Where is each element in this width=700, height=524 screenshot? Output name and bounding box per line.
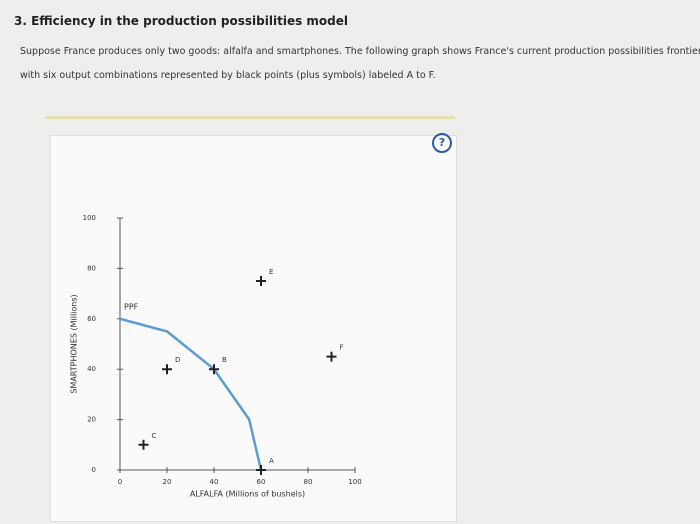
x-tick-label: 20: [163, 478, 172, 486]
divider: [45, 116, 455, 119]
help-button[interactable]: ?: [432, 133, 452, 153]
point-label: B: [222, 356, 227, 364]
point-label: D: [175, 356, 180, 364]
x-tick-label: 80: [304, 478, 313, 486]
point: [256, 276, 266, 286]
y-tick-label: 100: [83, 214, 96, 222]
point-label: A: [269, 457, 274, 465]
y-tick-label: 60: [87, 315, 96, 323]
heading: 3. Efficiency in the production possibil…: [14, 14, 348, 28]
y-axis-label: SMARTPHONES (Millions): [70, 294, 79, 393]
intro-line: with six output combinations represented…: [20, 70, 436, 81]
point-label: F: [340, 344, 344, 352]
ppf-curve: [119, 317, 263, 471]
series-label: PPF: [124, 302, 139, 311]
x-tick-label: 60: [257, 478, 266, 486]
y-tick-label: 20: [87, 416, 96, 424]
point: [209, 364, 219, 375]
point: [326, 351, 337, 362]
x-axis-label: ALFALFA (Millions of bushels): [190, 490, 305, 499]
x-tick-label: 0: [118, 478, 122, 486]
y-tick-label: 0: [92, 466, 96, 474]
intro-line: Suppose France produces only two goods: …: [20, 46, 700, 57]
y-tick-label: 40: [87, 365, 96, 373]
point-label: E: [269, 268, 273, 276]
point-label: C: [152, 432, 157, 440]
y-tick-label: 80: [87, 264, 96, 272]
x-tick-label: 40: [210, 478, 219, 486]
point: [138, 439, 149, 450]
point: [162, 364, 172, 375]
x-tick-label: 100: [348, 478, 361, 486]
chart-panel: [50, 135, 457, 522]
point: [256, 465, 266, 475]
